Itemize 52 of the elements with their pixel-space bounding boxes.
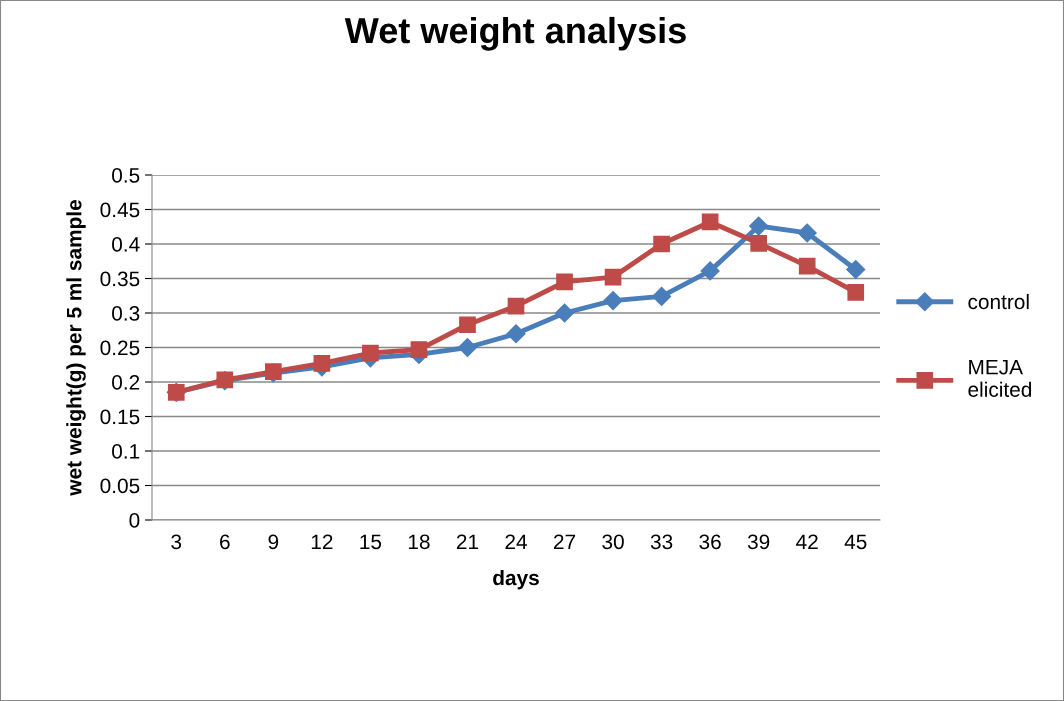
x-tick-label: 24	[505, 534, 527, 549]
x-tick-label: 21	[456, 534, 479, 549]
point	[846, 259, 866, 280]
y-tick-label: 0.5	[112, 168, 140, 183]
point	[749, 216, 769, 236]
point	[701, 213, 719, 231]
point	[410, 341, 428, 358]
point	[457, 337, 478, 358]
point	[603, 291, 623, 311]
x-tick-label: 3	[171, 534, 182, 550]
x-axis-title: days	[493, 569, 539, 590]
point	[554, 303, 575, 323]
y-axis-title: wet weight(g) per 5 ml sample	[66, 200, 86, 496]
x-tick-label: 12	[311, 534, 333, 549]
x-tick-label: 36	[699, 534, 721, 550]
point	[459, 316, 476, 334]
x-tick-label: 18	[408, 534, 430, 550]
x-tick-label: 33	[650, 534, 673, 550]
x-tick-label: 15	[360, 534, 382, 550]
y-tick-label: 0.25	[100, 340, 140, 356]
legend-label: MEJA elicited	[968, 359, 1032, 397]
point	[507, 297, 525, 315]
x-tick-label: 39	[747, 534, 770, 550]
point	[313, 355, 331, 372]
point	[506, 324, 526, 344]
y-tick-label: 0.3	[112, 306, 140, 321]
y-tick-label: 0.35	[100, 271, 140, 287]
y-tick-label: 0.15	[100, 409, 140, 425]
x-tick-label: 9	[268, 534, 279, 550]
x-tick-label: 45	[844, 534, 867, 550]
y-tick-label: 0.45	[100, 202, 140, 218]
point	[652, 286, 672, 306]
point	[798, 257, 816, 275]
point	[847, 283, 865, 301]
y-tick-label: 0.1	[112, 444, 140, 459]
chart-title: Wet weight analysis	[344, 16, 686, 51]
y-tick-label: 0.4	[112, 237, 140, 252]
x-tick-label: 6	[220, 534, 230, 550]
legend-label: control	[968, 293, 1029, 310]
point	[750, 234, 768, 252]
x-tick-label: 30	[602, 534, 624, 550]
point	[653, 235, 670, 253]
y-tick-label: 0.05	[100, 478, 140, 494]
point	[700, 261, 720, 281]
point	[556, 273, 573, 291]
point	[604, 268, 622, 286]
y-tick-label: 0	[129, 513, 140, 528]
point	[797, 223, 817, 243]
y-tick-label: 0.2	[112, 375, 140, 390]
x-tick-label: 42	[796, 534, 818, 549]
point	[362, 344, 379, 362]
x-tick-label: 27	[554, 534, 576, 549]
